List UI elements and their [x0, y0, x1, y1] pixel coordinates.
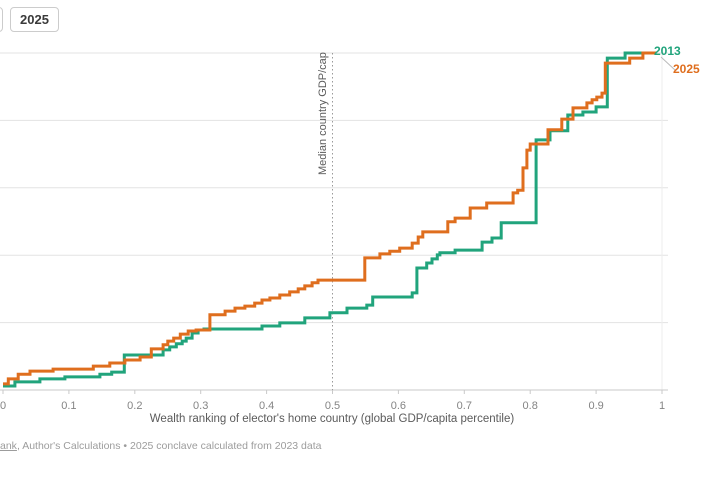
- median-line-label: Median country GDP/cap: [317, 52, 329, 175]
- tab-2025-button[interactable]: 2025: [10, 7, 59, 32]
- x-tick-label: 0.6: [390, 400, 407, 412]
- x-tick-label: 0.2: [127, 400, 143, 412]
- x-tick-label: 0: [0, 400, 7, 412]
- source-link-fragment[interactable]: ank: [0, 440, 17, 452]
- caption-note: 2025 conclave calculated from 2023 data: [130, 440, 322, 452]
- series-line-2025[interactable]: [3, 51, 657, 386]
- x-tick-label: 0.7: [456, 400, 472, 412]
- x-tick-label: 1: [658, 400, 666, 412]
- x-axis-title: Wealth ranking of elector's home country…: [149, 413, 515, 425]
- x-tick-label: 0.1: [61, 400, 77, 412]
- source-text: , Author's Calculations: [16, 440, 121, 452]
- legend-label-2013: 2013: [654, 44, 681, 58]
- legend-label-2025: 2025: [673, 62, 700, 76]
- x-tick-label: 0.8: [522, 400, 538, 412]
- x-tick-label: 0.5: [324, 400, 341, 412]
- caption-separator: •: [120, 440, 131, 452]
- series-line-2013[interactable]: [3, 51, 657, 388]
- x-tick-label: 0.3: [193, 400, 209, 412]
- x-tick-label: 0.9: [588, 400, 604, 412]
- x-tick-label: 0.4: [258, 400, 275, 412]
- source-caption: ank, Author's Calculations • 2025 concla…: [0, 440, 321, 452]
- legend-leader-line: [660, 56, 676, 71]
